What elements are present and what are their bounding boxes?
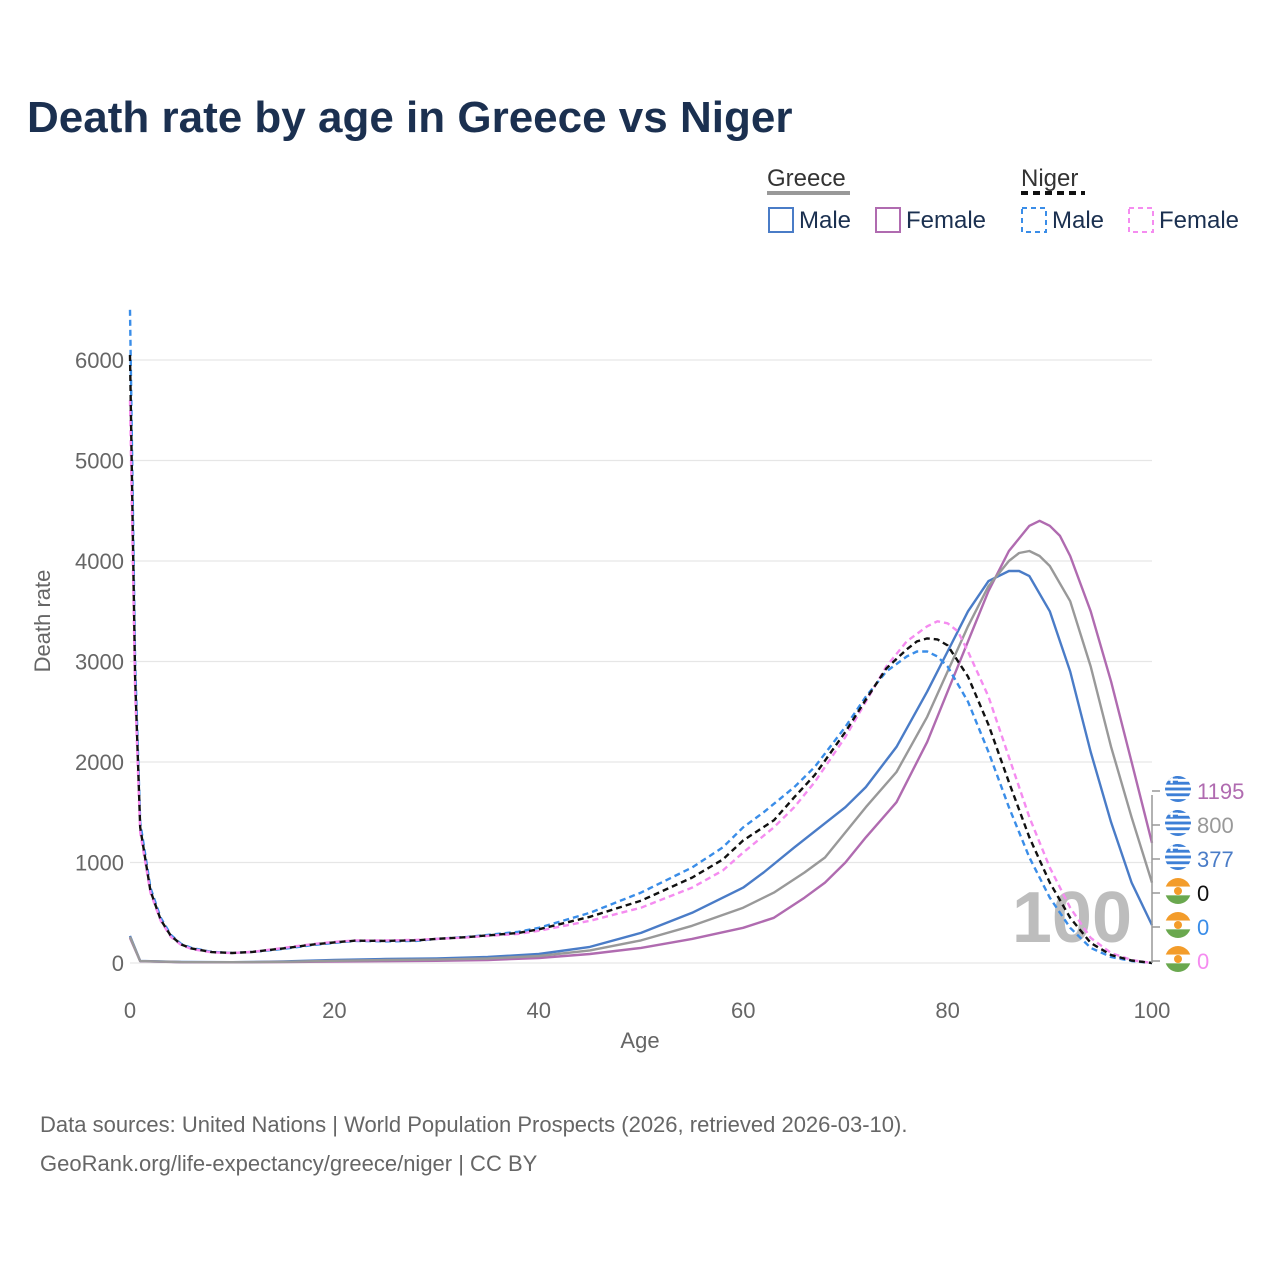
end-label-1: 800 xyxy=(1197,813,1234,838)
legend-greece-female-label[interactable]: Female xyxy=(906,207,986,234)
legend: Greece Male Female Niger Male Female xyxy=(767,165,1239,234)
y-tick-1000: 1000 xyxy=(75,851,124,876)
y-tick-6000: 6000 xyxy=(75,348,124,373)
greece-flag-icon-0 xyxy=(1165,776,1191,802)
legend-niger-male-label[interactable]: Male xyxy=(1052,207,1104,234)
series-lines xyxy=(128,309,1154,965)
greece-flag-icon-2 xyxy=(1165,844,1191,870)
y-axis-ticks: 0 1000 2000 3000 4000 5000 6000 xyxy=(75,348,124,976)
y-tick-3000: 3000 xyxy=(75,650,124,675)
grid-lines xyxy=(130,359,1152,964)
niger-flag-icon-5 xyxy=(1165,946,1191,972)
end-labels: 1195 800 377 0 0 0 xyxy=(1152,779,1244,974)
y-axis-label: Death rate xyxy=(30,570,55,673)
greece-flag-icon-1 xyxy=(1165,810,1191,836)
x-tick-20: 20 xyxy=(322,998,346,1023)
legend-group-greece: Greece xyxy=(767,165,846,192)
y-tick-5000: 5000 xyxy=(75,449,124,474)
series-line-greece-female xyxy=(128,519,1154,964)
legend-group-niger: Niger xyxy=(1021,165,1078,192)
series-line-niger-total xyxy=(128,354,1153,965)
y-tick-0: 0 xyxy=(112,951,124,976)
x-axis-label: Age xyxy=(620,1028,659,1053)
legend-niger-male-swatch[interactable] xyxy=(1021,207,1047,233)
age-watermark: 100 xyxy=(1012,878,1132,958)
series-line-greece-total xyxy=(128,549,1154,964)
end-label-4: 0 xyxy=(1197,915,1209,940)
end-flags xyxy=(1165,776,1191,972)
end-label-2: 377 xyxy=(1197,847,1234,872)
source-line-1: Data sources: United Nations | World Pop… xyxy=(40,1112,907,1137)
x-tick-100: 100 xyxy=(1134,998,1171,1023)
series-line-greece-male xyxy=(128,569,1154,964)
end-label-3: 0 xyxy=(1197,881,1209,906)
legend-niger-female-label[interactable]: Female xyxy=(1159,207,1239,234)
legend-greece-male-swatch[interactable] xyxy=(768,207,794,233)
x-tick-80: 80 xyxy=(935,998,959,1023)
series-line-niger-male xyxy=(128,309,1153,965)
x-axis-ticks: 0 20 40 60 80 100 xyxy=(124,998,1170,1023)
source-line-2: GeoRank.org/life-expectancy/greece/niger… xyxy=(40,1151,538,1176)
y-tick-2000: 2000 xyxy=(75,750,124,775)
legend-greece-male-label[interactable]: Male xyxy=(799,207,851,234)
chart-title: Death rate by age in Greece vs Niger xyxy=(27,93,792,142)
niger-flag-icon-4 xyxy=(1165,912,1191,938)
series-line-niger-female xyxy=(128,400,1153,965)
legend-niger-female-swatch[interactable] xyxy=(1128,207,1154,233)
x-tick-0: 0 xyxy=(124,998,136,1023)
y-tick-4000: 4000 xyxy=(75,549,124,574)
niger-flag-icon-3 xyxy=(1165,878,1191,904)
x-tick-40: 40 xyxy=(527,998,551,1023)
end-label-5: 0 xyxy=(1197,949,1209,974)
end-label-0: 1195 xyxy=(1197,779,1244,804)
legend-greece-female-swatch[interactable] xyxy=(875,207,901,233)
x-tick-60: 60 xyxy=(731,998,755,1023)
